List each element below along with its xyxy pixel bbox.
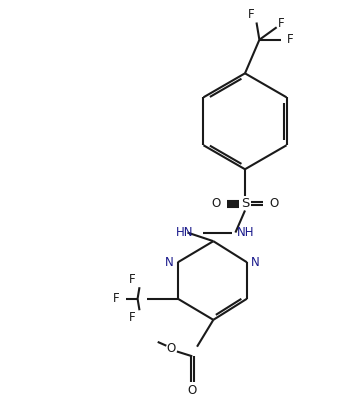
Text: F: F: [278, 17, 285, 30]
Text: S: S: [241, 197, 249, 210]
Text: O: O: [269, 197, 279, 210]
Text: F: F: [128, 273, 135, 286]
Text: F: F: [113, 292, 120, 305]
Text: F: F: [247, 8, 254, 21]
Text: F: F: [128, 311, 135, 324]
Text: N: N: [165, 256, 173, 269]
Text: N: N: [251, 256, 260, 269]
Text: O: O: [166, 342, 176, 355]
Text: O: O: [188, 384, 197, 397]
Text: HN: HN: [176, 226, 193, 239]
Text: NH: NH: [237, 226, 255, 239]
Text: O: O: [211, 197, 221, 210]
Text: F: F: [287, 33, 294, 46]
